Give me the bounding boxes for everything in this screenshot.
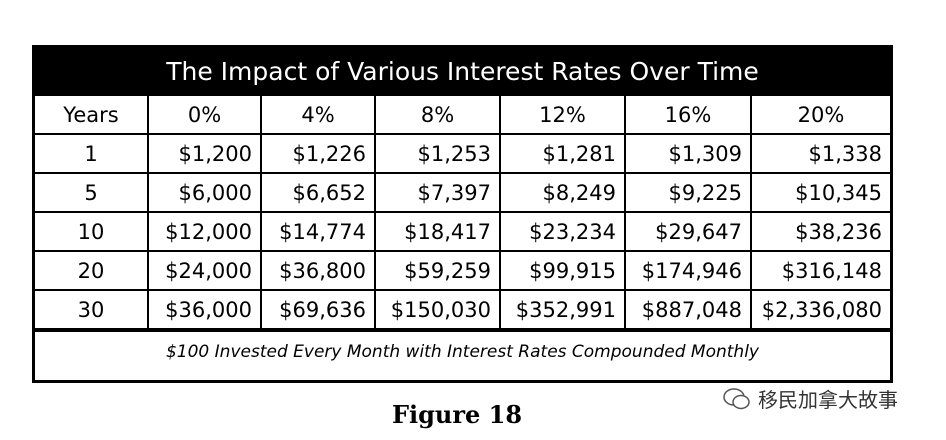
table-row: 5 $6,000 $6,652 $7,397 $8,249 $9,225 $10,345 xyxy=(35,172,890,213)
column-header: 16% xyxy=(624,96,752,135)
table-cell: $14,774 xyxy=(260,211,376,252)
table-cell: $99,915 xyxy=(499,250,626,291)
table-cell: $2,336,080 xyxy=(750,289,890,330)
row-label: 1 xyxy=(35,134,149,174)
table-cell: $69,636 xyxy=(260,289,376,330)
table-cell: $10,345 xyxy=(750,172,890,213)
table-cell: $352,991 xyxy=(499,289,626,330)
header-row: Years 0% 4% 8% 12% 16% 20% xyxy=(35,96,890,135)
table-cell: $36,000 xyxy=(147,289,262,330)
wechat-icon xyxy=(723,387,750,409)
table-cell: $174,946 xyxy=(624,250,752,291)
table-cell: $59,259 xyxy=(374,250,501,291)
watermark: 移民加拿大故事 xyxy=(722,384,898,413)
table-title: The Impact of Various Interest Rates Ove… xyxy=(35,48,890,96)
column-header: 0% xyxy=(147,96,262,135)
column-header: 4% xyxy=(260,96,376,135)
table-cell: $887,048 xyxy=(624,289,752,330)
table-cell: $1,281 xyxy=(499,134,626,174)
table-body: 1 $1,200 $1,226 $1,253 $1,281 $1,309 $1,338 5 $6… xyxy=(35,134,890,330)
table-cell: $7,397 xyxy=(374,172,501,213)
table-row: 30 $36,000 $69,636 $150,030 $352,991 $887,048… xyxy=(35,289,890,330)
table-cell: $38,236 xyxy=(750,211,890,252)
table-cell: $316,148 xyxy=(750,250,890,291)
row-label: 20 xyxy=(35,250,149,291)
column-header: 20% xyxy=(750,96,890,135)
table-cell: $23,234 xyxy=(499,211,626,252)
column-header: Years xyxy=(35,96,149,135)
table-cell: $1,309 xyxy=(624,134,752,174)
table-cell: $12,000 xyxy=(147,211,262,252)
row-label: 30 xyxy=(35,289,149,330)
row-label: 10 xyxy=(35,211,149,252)
table-cell: $1,226 xyxy=(260,134,376,174)
table-cell: $18,417 xyxy=(374,211,501,252)
table-cell: $29,647 xyxy=(624,211,752,252)
watermark-text: 移民加拿大故事 xyxy=(758,388,898,412)
column-header: 8% xyxy=(374,96,501,135)
table-cell: $150,030 xyxy=(374,289,501,330)
table-cell: $8,249 xyxy=(499,172,626,213)
figure-caption: Figure 18 xyxy=(391,400,523,429)
column-header: 12% xyxy=(499,96,626,135)
table-cell: $1,338 xyxy=(750,134,890,174)
row-label: 5 xyxy=(35,172,149,213)
table-cell: $6,652 xyxy=(260,172,376,213)
table-row: 1 $1,200 $1,226 $1,253 $1,281 $1,309 $1,338 xyxy=(35,134,890,174)
table-cell: $6,000 xyxy=(147,172,262,213)
table-cell: $1,253 xyxy=(374,134,501,174)
table-cell: $1,200 xyxy=(147,134,262,174)
data-table: Years 0% 4% 8% 12% 16% 20% 1 $1,200 $1,226 $1,253… xyxy=(35,96,890,330)
table-frame: The Impact of Various Interest Rates Ove… xyxy=(32,45,893,383)
table-row: 20 $24,000 $36,800 $59,259 $99,915 $174,946 $3… xyxy=(35,250,890,291)
footnote: $100 Invested Every Month with Interest … xyxy=(35,330,890,372)
table-row: 10 $12,000 $14,774 $18,417 $23,234 $29,647 $38… xyxy=(35,211,890,252)
table-cell: $9,225 xyxy=(624,172,752,213)
table-cell: $36,800 xyxy=(260,250,376,291)
table-cell: $24,000 xyxy=(147,250,262,291)
